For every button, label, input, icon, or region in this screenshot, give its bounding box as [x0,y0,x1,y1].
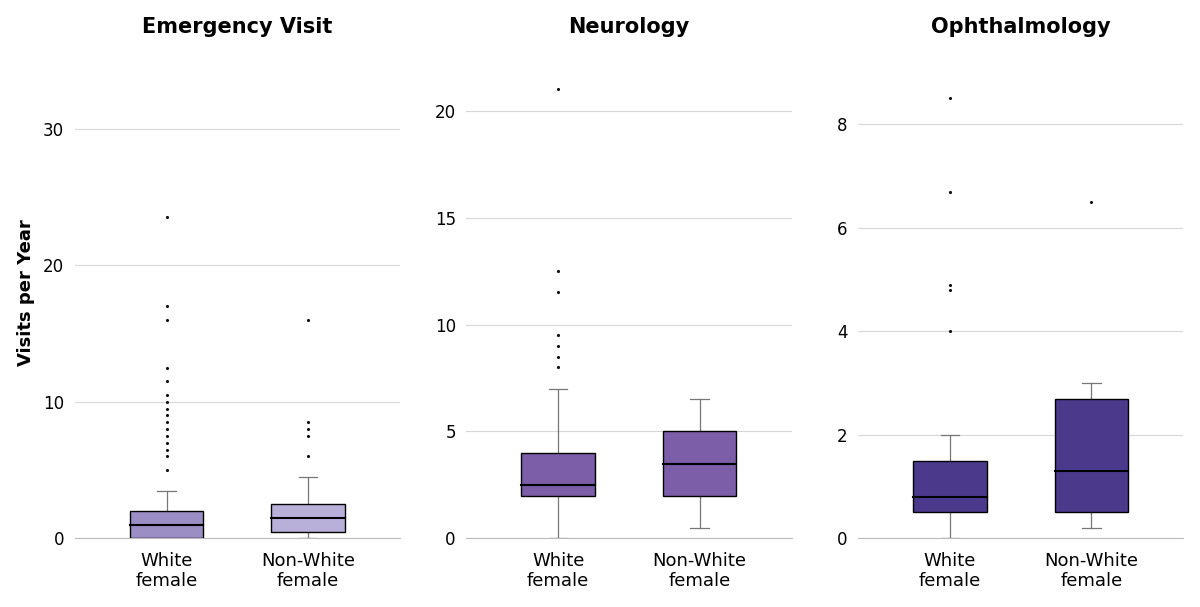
Title: Neurology: Neurology [569,16,690,36]
Bar [913,461,986,512]
Y-axis label: Visits per Year: Visits per Year [17,219,35,366]
Bar [1055,399,1128,512]
Bar [130,511,203,538]
Bar [522,453,595,495]
Title: Ophthalmology: Ophthalmology [931,16,1110,36]
Bar [271,504,344,532]
Title: Emergency Visit: Emergency Visit [142,16,332,36]
Bar [662,432,737,495]
